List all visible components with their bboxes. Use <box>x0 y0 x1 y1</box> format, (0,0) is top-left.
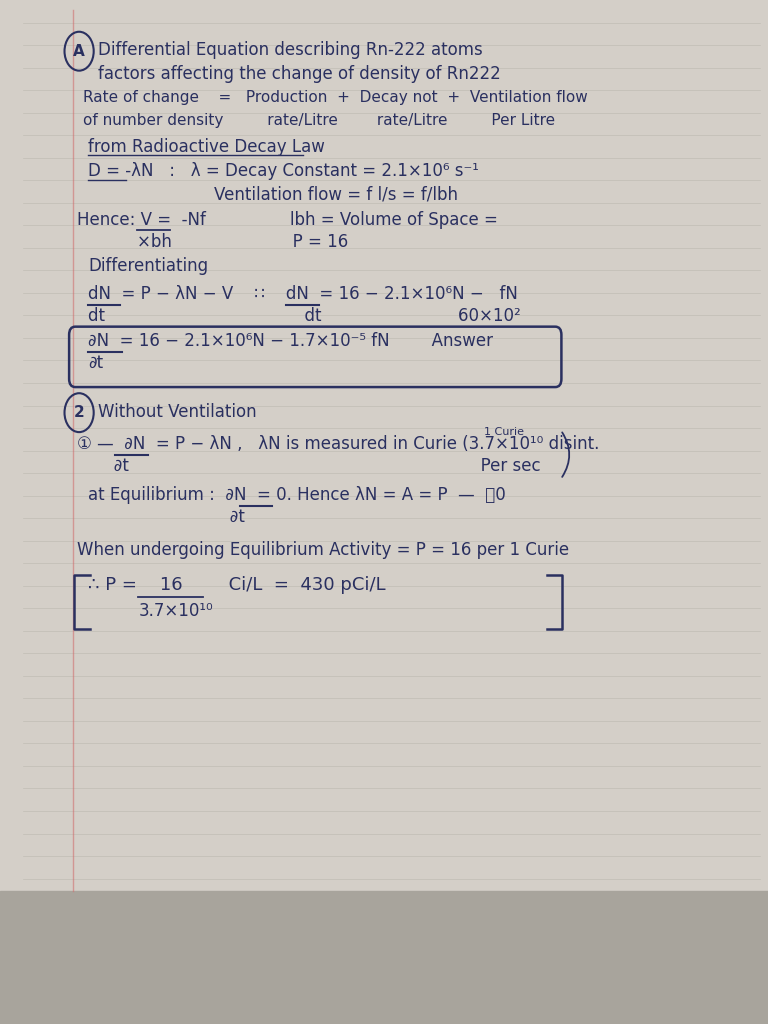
Text: D = -λN   :   λ = Decay Constant = 2.1×10⁶ s⁻¹: D = -λN : λ = Decay Constant = 2.1×10⁶ s… <box>88 162 479 180</box>
Text: ∂t: ∂t <box>88 353 104 372</box>
Text: dN  = P − λN − V    ∷    dN  = 16 − 2.1×10⁶N −   fN: dN = P − λN − V ∷ dN = 16 − 2.1×10⁶N − f… <box>88 285 518 303</box>
Text: ① —  ∂N  = P − λN ,   λN is measured in Curie (3.7×10¹⁰ disint.: ① — ∂N = P − λN , λN is measured in Curi… <box>77 434 599 453</box>
Text: Ventilation flow = f l/s = f/lbh: Ventilation flow = f l/s = f/lbh <box>88 185 458 204</box>
Text: ∂N  = 16 − 2.1×10⁶N − 1.7×10⁻⁵ fN        Answer: ∂N = 16 − 2.1×10⁶N − 1.7×10⁻⁵ fN Answer <box>88 332 493 350</box>
Text: dt                                      dt                          60×10²: dt dt 60×10² <box>88 306 521 325</box>
Text: of number density         rate/Litre        rate/Litre         Per Litre: of number density rate/Litre rate/Litre … <box>83 113 555 128</box>
Text: Hence: V =  -Nf                lbh = Volume of Space =: Hence: V = -Nf lbh = Volume of Space = <box>77 211 498 229</box>
Text: A: A <box>73 44 85 58</box>
Text: When undergoing Equilibrium Activity = P = 16 per 1 Curie: When undergoing Equilibrium Activity = P… <box>77 541 569 559</box>
Text: Differential Equation describing Rn-222 atoms: Differential Equation describing Rn-222 … <box>98 41 483 59</box>
Text: Differentiating: Differentiating <box>88 257 208 275</box>
Text: Rate of change    =   Production  +  Decay not  +  Ventilation flow: Rate of change = Production + Decay not … <box>83 90 588 105</box>
Text: from Radioactive Decay Law: from Radioactive Decay Law <box>88 137 325 156</box>
Text: Without Ventilation: Without Ventilation <box>98 402 257 421</box>
Text: ∂t                                                                   Per sec: ∂t Per sec <box>77 457 541 475</box>
Text: 1 Curie: 1 Curie <box>484 427 524 437</box>
Text: at Equilibrium :  ∂N  = 0. Hence λN = A = P  —  ⑷0: at Equilibrium : ∂N = 0. Hence λN = A = … <box>88 485 506 504</box>
Text: 3.7×10¹⁰: 3.7×10¹⁰ <box>138 602 213 621</box>
Text: ×bh                       P = 16: ×bh P = 16 <box>137 232 348 251</box>
Text: factors affecting the change of density of Rn222: factors affecting the change of density … <box>98 65 501 83</box>
Text: 2: 2 <box>74 406 84 420</box>
Text: ∂t: ∂t <box>88 508 245 526</box>
Text: ∴ P =    16        Ci/L  =  430 pCi/L: ∴ P = 16 Ci/L = 430 pCi/L <box>88 575 386 594</box>
Bar <box>0 891 768 1024</box>
